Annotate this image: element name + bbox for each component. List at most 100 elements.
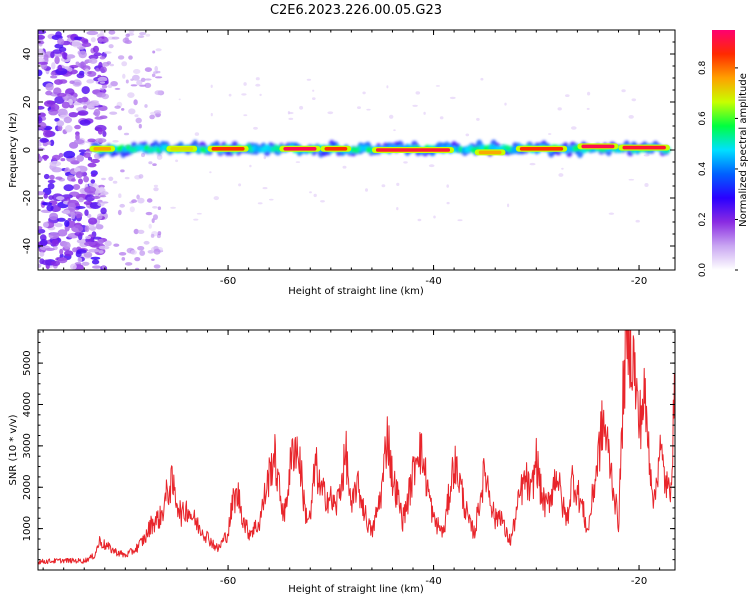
noise-blob [136, 79, 143, 86]
noise-blob [98, 245, 110, 250]
noise-blob [49, 139, 55, 146]
noise-blob [100, 30, 104, 36]
noise-blob [78, 197, 84, 203]
noise-blob [127, 92, 135, 98]
noise-blob [449, 96, 456, 100]
signal-peak [324, 147, 348, 151]
noise-blob [48, 195, 54, 201]
noise-blob [153, 184, 158, 188]
noise-blob [97, 199, 103, 203]
noise-blob [113, 243, 120, 247]
noise-blob [157, 231, 162, 236]
noise-blob [128, 30, 135, 34]
noise-blob [125, 33, 130, 38]
noise-blob [90, 256, 101, 260]
noise-blob [255, 83, 261, 87]
signal-peaks [89, 143, 670, 156]
noise-blob [81, 86, 90, 95]
noise-blob [92, 236, 102, 240]
noise-blob [91, 259, 100, 265]
noise-blob [122, 37, 130, 44]
noise-blob [38, 229, 46, 234]
noise-blob [61, 101, 70, 109]
signal-peak [170, 147, 194, 151]
noise-blob [104, 51, 112, 54]
noise-blob [84, 241, 96, 247]
noise-blob [90, 173, 97, 177]
noise-blob [84, 225, 90, 233]
noise-blob [81, 42, 92, 48]
noise-blob [587, 91, 591, 96]
noise-blob [69, 80, 75, 84]
noise-blob [139, 31, 147, 36]
noise-blob [53, 87, 62, 95]
y-tick-label: 3000 [22, 433, 33, 458]
noise-blob [43, 193, 48, 199]
noise-blob [51, 239, 60, 247]
noise-blob [170, 206, 177, 209]
noise-blob [74, 81, 81, 86]
noise-blob [320, 200, 325, 203]
noise-blob [238, 183, 242, 187]
noise-blob [119, 203, 125, 208]
noise-blob [586, 107, 590, 110]
noise-blob [52, 154, 61, 161]
colorbar-axis: 0.0 0.2 0.4 0.6 0.8 [698, 60, 738, 277]
noise-blob [87, 162, 97, 168]
noise-blob [70, 263, 77, 270]
noise-blob [125, 79, 129, 84]
noise-blob [111, 36, 120, 40]
signal-peak [622, 145, 666, 150]
noise-blob [50, 51, 55, 59]
noise-blob [90, 37, 96, 43]
noise-blob [423, 111, 426, 115]
noise-blob [644, 183, 649, 187]
noise-blob [631, 98, 637, 102]
noise-blob [55, 176, 63, 180]
noise-blob [175, 159, 179, 163]
snr-x-axis: -60 -40 -20 [42, 330, 661, 587]
noise-blob [153, 187, 159, 192]
colorbar-tick-label: 0.6 [698, 111, 708, 126]
noise-blob [213, 196, 219, 201]
noise-blob [63, 184, 74, 192]
noise-blob [87, 138, 96, 143]
noise-blob [93, 45, 99, 53]
noise-blob [38, 155, 43, 163]
noise-blob [148, 223, 152, 229]
spectrogram-noise [38, 30, 650, 270]
noise-blob [86, 30, 99, 36]
noise-blob [98, 250, 104, 254]
y-tick-label: -40 [22, 238, 33, 254]
noise-blob [43, 154, 48, 161]
noise-blob [243, 82, 247, 86]
noise-blob [74, 231, 84, 237]
noise-blob [50, 103, 60, 112]
noise-blob [68, 112, 79, 118]
snr-plot-area [38, 330, 675, 570]
spectrogram-y-axis: -40 -20 0 20 40 [22, 29, 675, 271]
noise-blob [71, 178, 76, 182]
noise-blob [83, 251, 93, 258]
noise-blob [71, 39, 81, 48]
noise-blob [108, 44, 114, 49]
noise-blob [120, 169, 125, 173]
spectrogram-panel: -60 -40 -20 -40 -20 0 20 40 Height of straight… [8, 29, 676, 297]
x-tick-label: -60 [220, 276, 236, 287]
noise-blob [44, 247, 55, 251]
noise-blob [76, 154, 84, 162]
noise-blob [446, 184, 450, 188]
noise-blob [95, 224, 104, 230]
noise-blob [49, 212, 59, 221]
colorbar-tick-label: 0.4 [698, 162, 708, 177]
noise-blob [46, 204, 54, 212]
noise-blob [89, 101, 100, 107]
noise-blob [480, 77, 484, 81]
noise-blob [643, 154, 650, 157]
noise-blob [83, 105, 88, 109]
noise-blob [529, 162, 536, 166]
noise-blob [249, 164, 252, 168]
y-tick-label: 5000 [22, 350, 33, 375]
noise-blob [49, 174, 55, 181]
